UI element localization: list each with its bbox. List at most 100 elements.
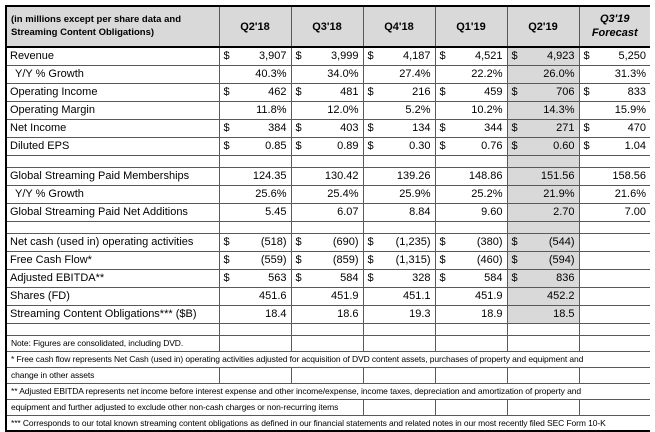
cell: 21.9% bbox=[506, 184, 580, 204]
note-text: equipment and further adjusted to exclud… bbox=[5, 398, 364, 416]
currency-symbol: $ bbox=[511, 236, 518, 248]
table-row: Revenue $3,907 $3,999 $4,187 $4,521 $4,923 $5,… bbox=[5, 46, 650, 66]
cell: 451.1 bbox=[362, 286, 436, 306]
cell: $584 bbox=[434, 268, 508, 288]
currency-cell: $0.30 bbox=[364, 140, 434, 152]
cell: 5.45 bbox=[218, 202, 292, 222]
currency-symbol: $ bbox=[295, 50, 302, 63]
table-row: Free Cash Flow* $ (559) $ (859) $ (1,315) $ (460… bbox=[5, 250, 650, 270]
cell-value: (518) bbox=[260, 236, 287, 248]
cell: 27.4% bbox=[362, 64, 436, 84]
note-row: equipment and further adjusted to exclud… bbox=[5, 398, 650, 416]
cell bbox=[578, 366, 650, 384]
cell: $134 bbox=[362, 118, 436, 138]
cell-value: 4,923 bbox=[546, 50, 575, 63]
cell-value: 0.30 bbox=[409, 140, 431, 152]
currency-symbol: $ bbox=[583, 86, 590, 98]
cell: $0.60 bbox=[506, 136, 580, 156]
cell bbox=[578, 232, 650, 252]
cell-value: (594) bbox=[548, 254, 575, 266]
cell: 451.9 bbox=[434, 286, 508, 306]
cell: $0.85 bbox=[218, 136, 292, 156]
currency-cell: $344 bbox=[436, 122, 506, 134]
cell bbox=[578, 154, 650, 168]
row-label: Y/Y % Growth bbox=[5, 184, 220, 204]
header-row: (in millions except per share data and S… bbox=[5, 5, 650, 48]
cell: $ (1,315) bbox=[362, 250, 436, 270]
cell bbox=[434, 154, 508, 168]
cell: $836 bbox=[506, 268, 580, 288]
note-text: change in other assets bbox=[5, 366, 220, 384]
cell: $0.89 bbox=[290, 136, 364, 156]
cell-value: 0.60 bbox=[553, 140, 575, 152]
note-text: * Free cash flow represents Net Cash (us… bbox=[5, 350, 650, 368]
currency-cell: $833 bbox=[580, 86, 650, 98]
cell-value: 384 bbox=[268, 122, 287, 134]
cell: 18.9 bbox=[434, 304, 508, 324]
column-header-q4-18: Q4'18 bbox=[362, 5, 436, 48]
cell-value: (460) bbox=[476, 254, 503, 266]
currency-symbol: $ bbox=[223, 50, 230, 63]
currency-symbol: $ bbox=[439, 50, 446, 63]
note-text: ** Adjusted EBITDA represents net income… bbox=[5, 382, 650, 400]
spacer-row bbox=[5, 322, 650, 336]
cell: 130.42 bbox=[290, 166, 364, 186]
cell-value: 216 bbox=[412, 86, 431, 98]
cell bbox=[218, 220, 292, 234]
cell: $ (380) bbox=[434, 232, 508, 252]
currency-cell: $4,923 bbox=[508, 50, 578, 63]
currency-cell: $ (690) bbox=[292, 236, 362, 248]
table-row: Adjusted EBITDA** $563 $584 $328 $584 $836 bbox=[5, 268, 650, 288]
table-row: Operating Margin 11.8% 12.0% 5.2% 10.2% 14.3%… bbox=[5, 100, 650, 120]
currency-cell: $328 bbox=[364, 272, 434, 284]
currency-symbol: $ bbox=[367, 254, 374, 266]
cell: 40.3% bbox=[218, 64, 292, 84]
cell: 451.6 bbox=[218, 286, 292, 306]
cell-value: 3,907 bbox=[258, 50, 287, 63]
spacer-row bbox=[5, 154, 650, 168]
cell bbox=[434, 366, 508, 384]
currency-symbol: $ bbox=[367, 86, 374, 98]
note-row: *** Corresponds to our total known strea… bbox=[5, 414, 650, 432]
cell-value: 470 bbox=[627, 122, 646, 134]
financial-summary-sheet: (in millions except per share data and S… bbox=[5, 5, 650, 432]
cell: 10.2% bbox=[434, 100, 508, 120]
row-label: Free Cash Flow* bbox=[5, 250, 220, 270]
currency-cell: $584 bbox=[292, 272, 362, 284]
cell-value: 462 bbox=[268, 86, 287, 98]
cell bbox=[434, 322, 508, 336]
cell: 18.5 bbox=[506, 304, 580, 324]
cell: $470 bbox=[578, 118, 650, 138]
table-row: Y/Y % Growth 25.6% 25.4% 25.9% 25.2% 21.9% 21.… bbox=[5, 184, 650, 204]
cell: $ (544) bbox=[506, 232, 580, 252]
cell bbox=[218, 154, 292, 168]
cell: $1.04 bbox=[578, 136, 650, 156]
cell bbox=[290, 334, 364, 352]
cell: 21.6% bbox=[578, 184, 650, 204]
cell: 11.8% bbox=[218, 100, 292, 120]
cell: $4,521 bbox=[434, 46, 508, 66]
row-label bbox=[5, 322, 220, 336]
cell bbox=[290, 220, 364, 234]
currency-symbol: $ bbox=[439, 140, 446, 152]
cell-value: 344 bbox=[484, 122, 503, 134]
currency-cell: $ (559) bbox=[220, 254, 290, 266]
currency-symbol: $ bbox=[223, 272, 230, 284]
currency-cell: $459 bbox=[436, 86, 506, 98]
currency-cell: $ (1,315) bbox=[364, 254, 434, 266]
cell: 25.9% bbox=[362, 184, 436, 204]
cell bbox=[434, 398, 508, 416]
cell: 19.3 bbox=[362, 304, 436, 324]
cell bbox=[506, 220, 580, 234]
currency-symbol: $ bbox=[223, 140, 230, 152]
cell-value: 706 bbox=[556, 86, 575, 98]
cell: $403 bbox=[290, 118, 364, 138]
cell-value: 584 bbox=[484, 272, 503, 284]
cell-value: 271 bbox=[556, 122, 575, 134]
cell: $706 bbox=[506, 82, 580, 102]
currency-symbol: $ bbox=[367, 50, 374, 63]
note-row: ** Adjusted EBITDA represents net income… bbox=[5, 382, 650, 400]
table-row: Shares (FD) 451.6 451.9 451.1 451.9 452.2 bbox=[5, 286, 650, 306]
currency-symbol: $ bbox=[511, 140, 518, 152]
currency-symbol: $ bbox=[367, 272, 374, 284]
